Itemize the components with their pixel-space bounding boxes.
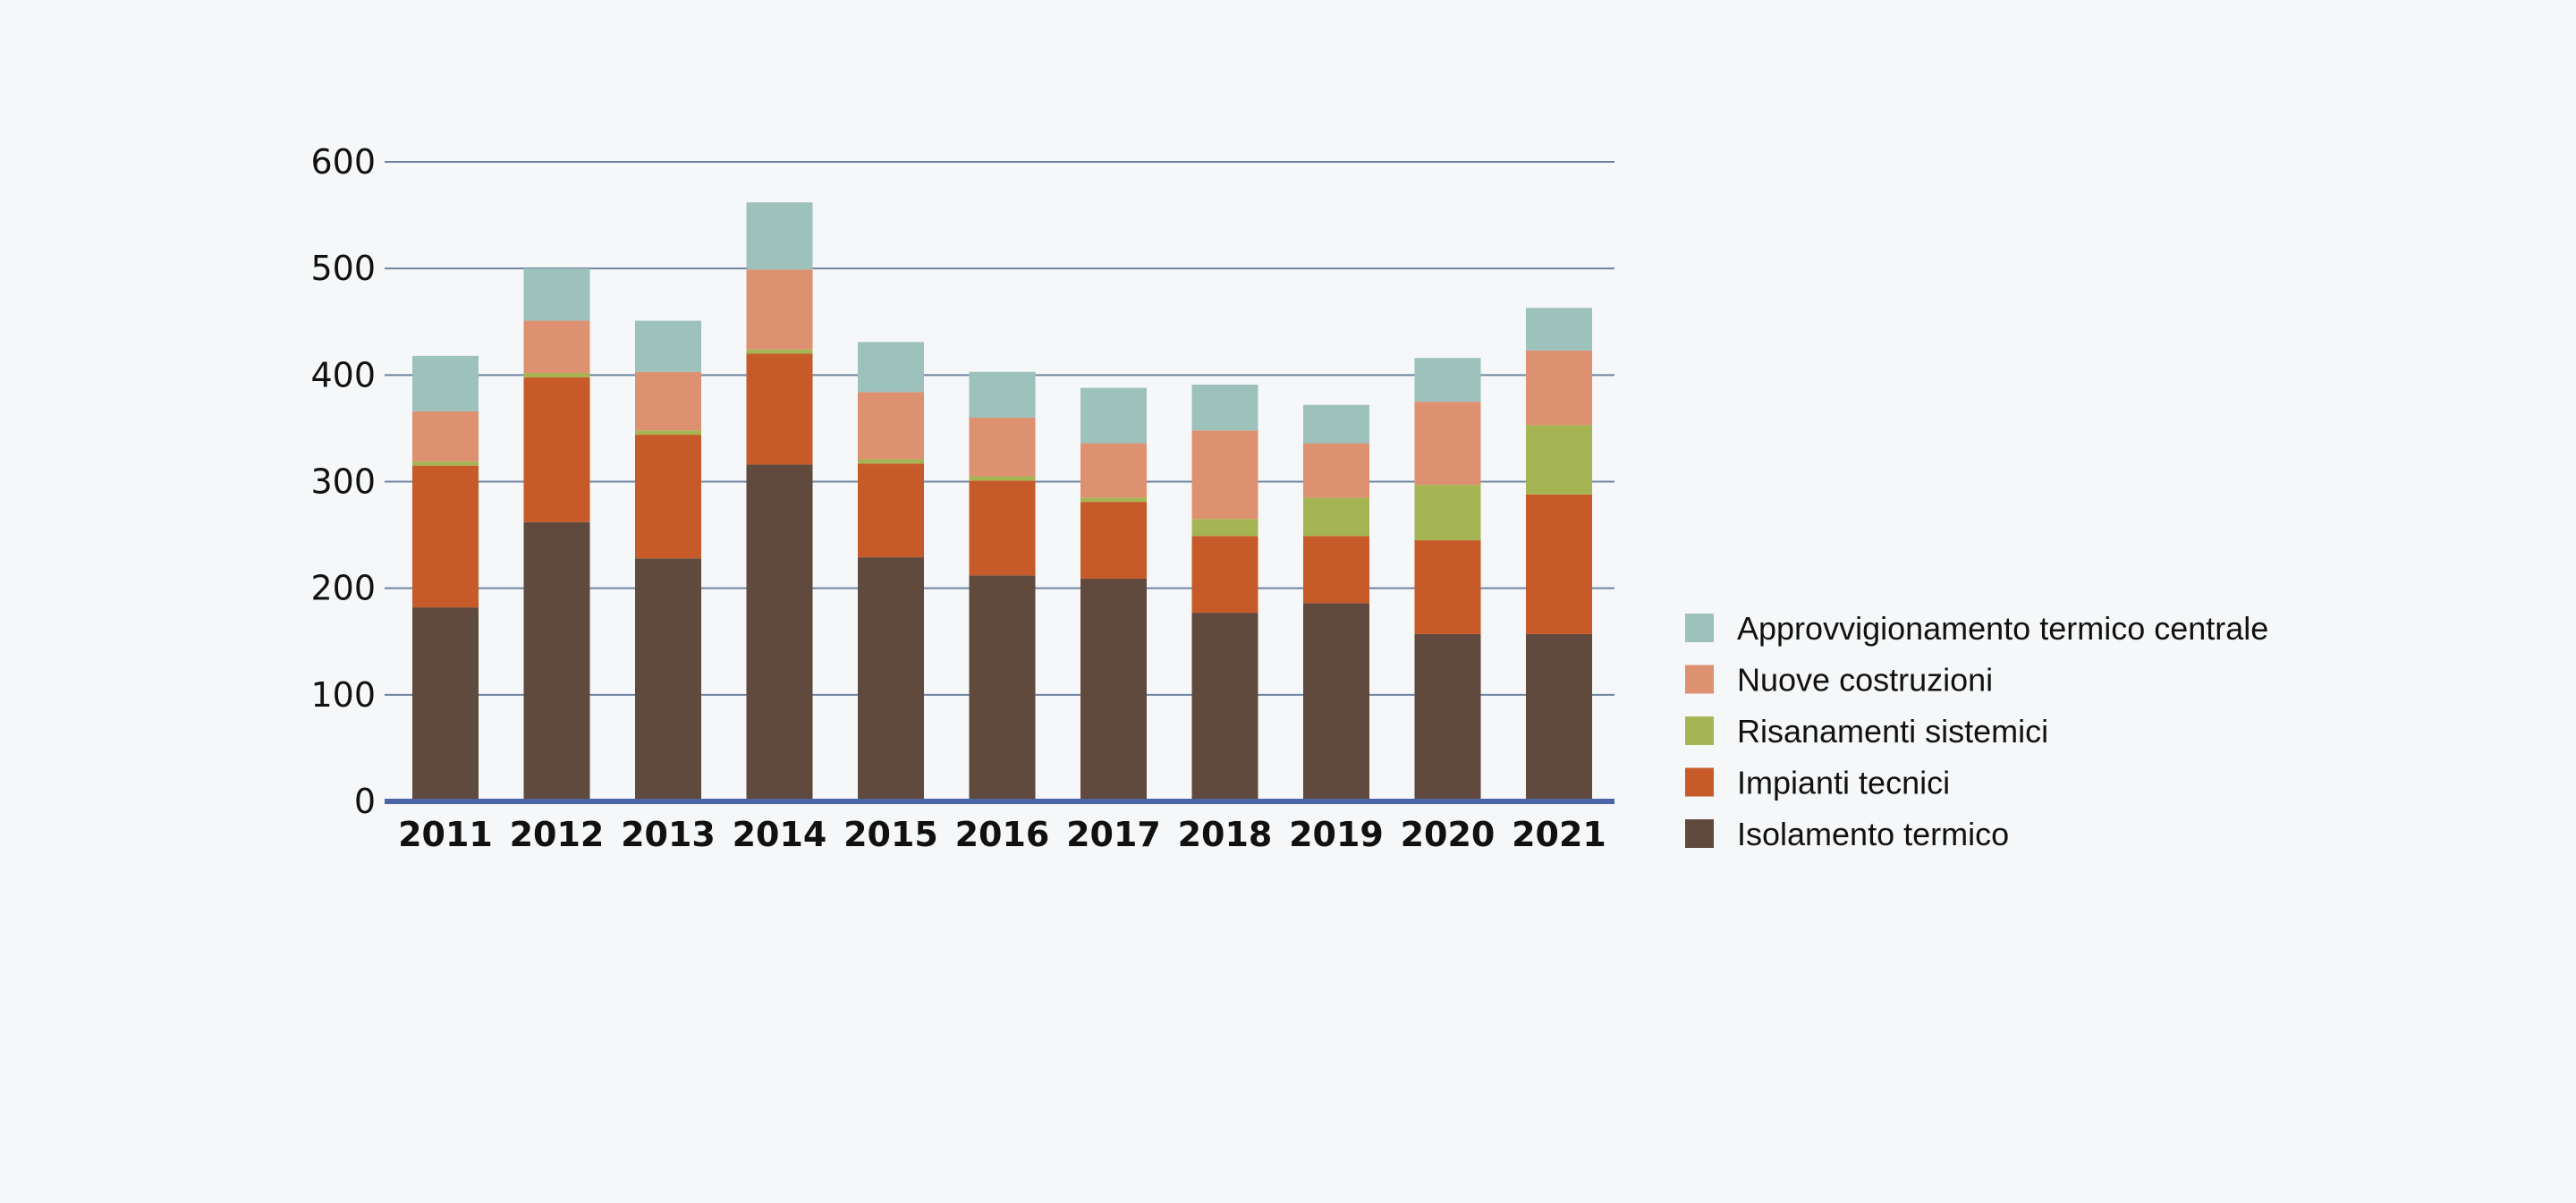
bar-segment-2015-0 — [858, 557, 924, 801]
bar-segment-2016-4 — [969, 371, 1036, 418]
bars-layer — [412, 202, 1592, 801]
y-tick-label: 200 — [310, 569, 376, 608]
legend-item: Approvvigionamento termico centrale — [1685, 610, 2268, 647]
bar-segment-2017-4 — [1080, 387, 1147, 444]
bar-segment-2018-2 — [1191, 519, 1258, 537]
bar-segment-2017-1 — [1080, 502, 1147, 579]
bar-segment-2012-0 — [523, 521, 590, 801]
bar-segment-2021-1 — [1526, 494, 1592, 634]
legend-swatch — [1685, 614, 1714, 642]
x-tick-label: 2016 — [955, 815, 1050, 854]
y-tick-label: 600 — [310, 142, 376, 182]
legend-label: Isolamento termico — [1737, 816, 2009, 852]
bar-segment-2018-3 — [1191, 430, 1258, 520]
bar-segment-2020-3 — [1414, 402, 1481, 486]
bar-segment-2015-3 — [858, 392, 924, 460]
legend: Approvvigionamento termico centrale Nuove… — [1685, 610, 2268, 852]
bar-segment-2011-3 — [412, 411, 479, 462]
bar-segment-2015-1 — [858, 463, 924, 558]
x-tick-label: 2018 — [1178, 815, 1273, 854]
y-tick-label: 100 — [310, 675, 376, 715]
y-tick-label: 300 — [310, 462, 376, 502]
bar-segment-2019-1 — [1303, 536, 1369, 604]
y-tick-label: 0 — [354, 782, 376, 821]
legend-label: Impianti tecnici — [1737, 765, 1950, 801]
legend-label: Nuove costruzioni — [1737, 662, 1993, 699]
legend-swatch — [1685, 716, 1714, 745]
bar-segment-2012-3 — [523, 320, 590, 373]
x-tick-label: 2015 — [843, 815, 938, 854]
axis-layer: 0 100 200 300 400 500 600 2011 2012 2013 2014 2015 2… — [310, 142, 1614, 854]
bar-segment-2021-2 — [1526, 425, 1592, 495]
x-tick-label: 2019 — [1289, 815, 1384, 854]
y-tick-label: 400 — [310, 355, 376, 394]
bar-segment-2014-3 — [746, 269, 813, 350]
bar-segment-2014-1 — [746, 353, 813, 465]
bar-segment-2017-0 — [1080, 578, 1147, 801]
bar-segment-2018-4 — [1191, 385, 1258, 431]
bar-segment-2011-4 — [412, 355, 479, 411]
bar-segment-2016-3 — [969, 418, 1036, 477]
y-tick-label: 500 — [310, 249, 376, 288]
x-tick-label: 2020 — [1401, 815, 1496, 854]
bar-segment-2019-3 — [1303, 443, 1369, 498]
bar-segment-2021-4 — [1526, 308, 1592, 351]
legend-item: Nuove costruzioni — [1685, 662, 1993, 699]
bar-segment-2012-2 — [523, 372, 590, 377]
bar-segment-2020-1 — [1414, 540, 1481, 634]
x-tick-label: 2017 — [1066, 815, 1161, 854]
legend-swatch — [1685, 819, 1714, 848]
bar-segment-2013-1 — [635, 435, 701, 559]
legend-swatch — [1685, 767, 1714, 797]
bar-segment-2013-4 — [635, 320, 701, 372]
x-tick-label: 2014 — [733, 815, 827, 854]
bar-segment-2019-4 — [1303, 404, 1369, 444]
bar-segment-2016-2 — [969, 476, 1036, 481]
bar-segment-2011-0 — [412, 607, 479, 801]
bar-segment-2015-4 — [858, 342, 924, 393]
bar-segment-2020-4 — [1414, 358, 1481, 402]
bar-segment-2011-1 — [412, 465, 479, 608]
x-tick-label: 2013 — [621, 815, 716, 854]
legend-item: Isolamento termico — [1685, 816, 2009, 852]
bar-segment-2014-4 — [746, 202, 813, 270]
bar-segment-2012-4 — [523, 268, 590, 321]
bar-segment-2013-2 — [635, 430, 701, 436]
bar-segment-2018-1 — [1191, 536, 1258, 614]
bar-segment-2019-0 — [1303, 603, 1369, 801]
bar-segment-2014-0 — [746, 464, 813, 801]
bar-segment-2019-2 — [1303, 497, 1369, 537]
bar-segment-2016-1 — [969, 480, 1036, 576]
legend-item: Impianti tecnici — [1685, 765, 1950, 801]
legend-item: Risanamenti sistemici — [1685, 713, 2048, 750]
bar-segment-2012-1 — [523, 377, 590, 522]
legend-label: Risanamenti sistemici — [1737, 713, 2048, 750]
bar-segment-2016-0 — [969, 575, 1036, 801]
x-tick-label: 2012 — [510, 815, 605, 854]
bar-segment-2021-0 — [1526, 633, 1592, 801]
bar-segment-2014-2 — [746, 349, 813, 354]
legend-label: Approvvigionamento termico centrale — [1737, 610, 2268, 647]
bar-segment-2020-2 — [1414, 485, 1481, 541]
bar-segment-2011-2 — [412, 461, 479, 466]
legend-swatch — [1685, 665, 1714, 694]
x-tick-label: 2011 — [398, 815, 493, 854]
bar-segment-2013-0 — [635, 558, 701, 801]
bar-segment-2017-3 — [1080, 443, 1147, 498]
x-tick-label: 2021 — [1512, 815, 1606, 854]
bar-segment-2017-2 — [1080, 497, 1147, 503]
bar-segment-2021-3 — [1526, 350, 1592, 426]
bar-segment-2015-2 — [858, 459, 924, 464]
bar-segment-2018-0 — [1191, 613, 1258, 801]
bar-segment-2013-3 — [635, 371, 701, 431]
bar-segment-2020-0 — [1414, 633, 1481, 801]
